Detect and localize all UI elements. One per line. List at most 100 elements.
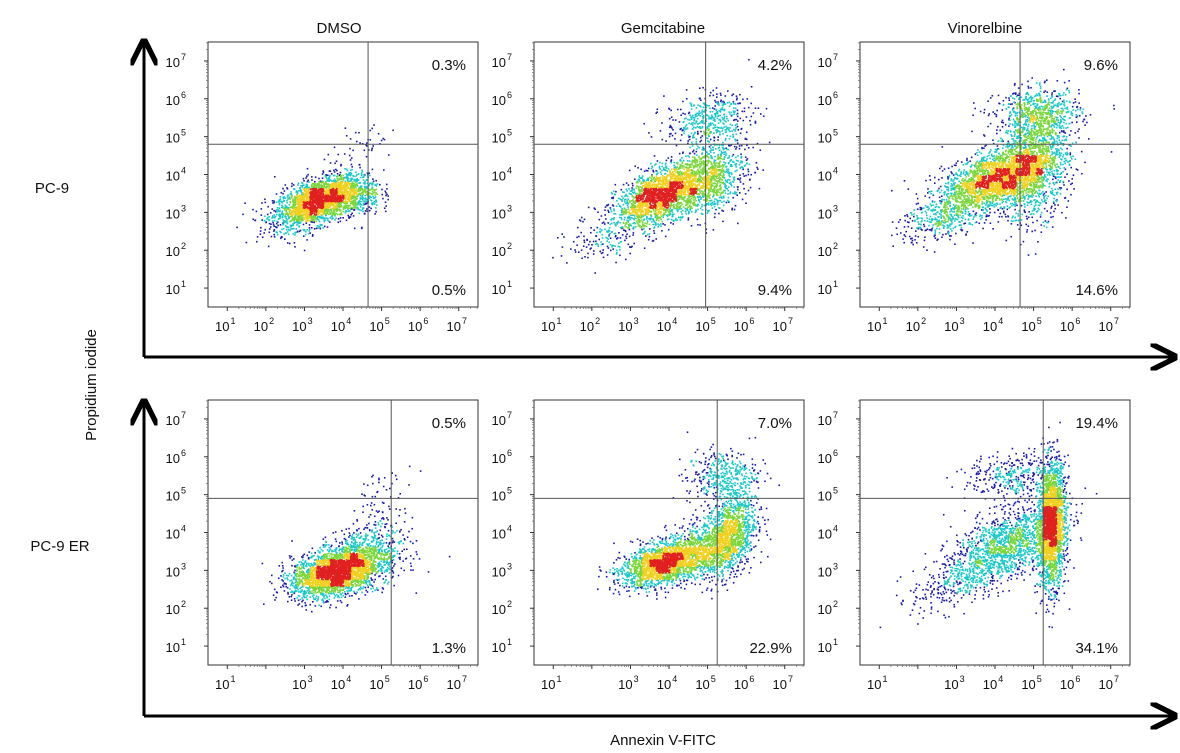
event-dot [325,217,327,219]
event-dot [734,191,736,193]
event-dot [349,188,351,191]
event-dot [375,188,378,191]
event-dot [290,212,293,214]
event-dot [297,215,299,218]
event-dot [685,155,687,157]
event-dot [693,201,696,203]
event-dot [312,188,314,190]
event-dot [297,216,300,219]
event-dot [596,242,598,245]
event-dot [276,232,279,234]
event-dot [732,153,735,156]
event-dot [331,202,333,204]
event-dot [616,223,619,225]
event-dot [741,161,743,164]
event-dot [699,112,701,114]
event-dot [627,226,629,229]
event-dot [312,203,314,205]
event-dot [289,224,292,227]
event-dot [725,154,727,156]
event-dot [598,231,601,233]
event-dot [619,198,621,200]
event-dot [339,175,341,178]
event-dot [723,108,726,111]
event-dot [314,213,316,216]
event-dot [640,215,643,217]
event-dot [294,211,296,213]
event-dot [614,213,617,215]
event-dot [726,169,729,172]
event-dot [291,185,293,188]
event-dot [308,203,311,206]
event-dot [650,167,653,170]
event-dot [360,187,363,190]
event-dot [683,128,685,130]
event-dot [309,200,312,202]
event-dot [698,193,701,195]
event-dot [366,179,368,182]
event-dot [286,229,288,231]
event-dot [718,130,720,132]
event-dot [324,199,327,201]
event-dot [339,203,341,205]
event-dot [356,202,358,205]
event-dot [638,219,640,221]
event-dot [638,176,641,179]
event-dot [620,206,622,208]
event-dot [301,204,303,206]
event-dot [733,179,736,181]
event-dot [597,211,599,213]
event-dot [371,203,373,206]
event-dot [721,197,723,199]
event-dot [714,182,716,185]
event-dot [695,120,697,122]
event-dot [313,218,316,220]
event-dot [343,189,345,191]
event-dot [275,201,278,203]
event-dot [356,174,358,176]
event-dot [600,241,602,243]
event-dot [350,189,352,191]
event-dot [695,121,697,124]
event-dot [702,164,705,166]
event-dot [313,205,315,207]
event-dot [364,188,367,190]
event-dot [321,207,324,209]
event-dot [330,216,333,218]
event-dot [659,161,661,164]
event-dot [723,151,725,153]
event-dot [736,112,739,115]
event-dot [362,191,364,194]
event-dot [756,142,759,145]
event-dot [339,171,342,174]
event-dot [689,209,691,211]
event-dot [349,207,351,209]
event-dot [665,209,667,212]
event-dot [671,204,674,207]
event-dot [735,146,738,148]
event-dot [707,210,710,213]
event-dot [272,223,275,226]
event-dot [297,209,299,212]
event-dot [729,175,731,178]
event-dot [716,194,718,196]
event-dot [290,214,293,216]
event-dot [333,204,335,207]
event-dot [305,201,308,204]
event-dot [310,213,313,216]
event-dot [306,219,309,222]
event-dot [330,210,333,213]
event-dot [695,107,698,109]
event-dot [673,167,676,169]
event-dot [634,226,637,228]
event-dot [695,138,698,140]
event-dot [627,220,629,222]
event-dot [605,236,607,239]
event-dot [583,241,586,244]
event-dot [697,165,699,167]
event-dot [273,230,275,232]
event-dot [736,169,738,172]
event-dot [617,221,619,224]
event-dot [280,191,283,194]
event-dot [745,202,747,204]
